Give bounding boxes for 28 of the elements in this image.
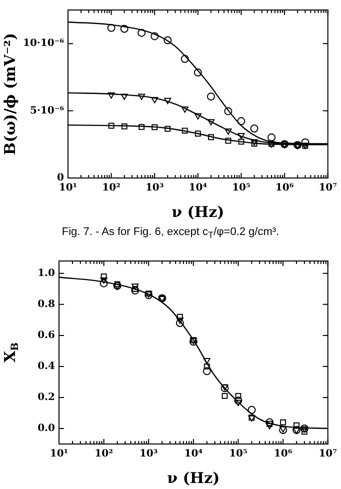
y-tick-label: 0 — [57, 172, 64, 184]
x-tick-label: 10⁶ — [274, 448, 293, 460]
y-tick-label: 0.6 — [38, 330, 56, 342]
x-tick-label: 10¹ — [58, 182, 78, 194]
x-tick-label: 10⁵ — [229, 448, 248, 460]
x-tick-label: 10³ — [139, 448, 158, 460]
y-tick-label: 0.0 — [38, 423, 56, 434]
x-tick-label: 10⁵ — [232, 182, 250, 194]
y-tick-label: 0.8 — [38, 299, 56, 310]
x-tick-label: 10⁷ — [318, 448, 337, 460]
caption: Fig. 7. - As for Fig. 6, except c$_{T}$/φ=0.2 g/cm³. — [60, 225, 280, 242]
x-tick-label: 10³ — [145, 182, 164, 194]
x-tick-label: 10⁷ — [318, 182, 337, 194]
x-tick-label: 10¹ — [50, 448, 68, 460]
y-tick-label: 10·10⁻⁶ — [23, 38, 65, 50]
y-axis-title: B(ω)/ϕ (mV⁻²) — [0, 32, 19, 156]
x-tick-label: 10⁶ — [275, 182, 294, 194]
x-axis-title: ν (Hz) — [167, 469, 220, 488]
y-axis-title: XB — [0, 342, 22, 363]
x-tick-label: 10² — [102, 182, 120, 194]
x-tick-label: 10⁴ — [184, 448, 204, 460]
x-axis-title: ν (Hz) — [172, 202, 224, 221]
x-tick-label: 10⁴ — [188, 182, 208, 194]
y-tick-label: 0.2 — [38, 392, 56, 404]
y-tick-label: 1.0 — [38, 268, 56, 280]
x-tick-label: 10² — [94, 448, 113, 460]
y-tick-label: 0.4 — [38, 361, 56, 372]
y-tick-label: 5·10⁻⁶ — [30, 105, 65, 116]
